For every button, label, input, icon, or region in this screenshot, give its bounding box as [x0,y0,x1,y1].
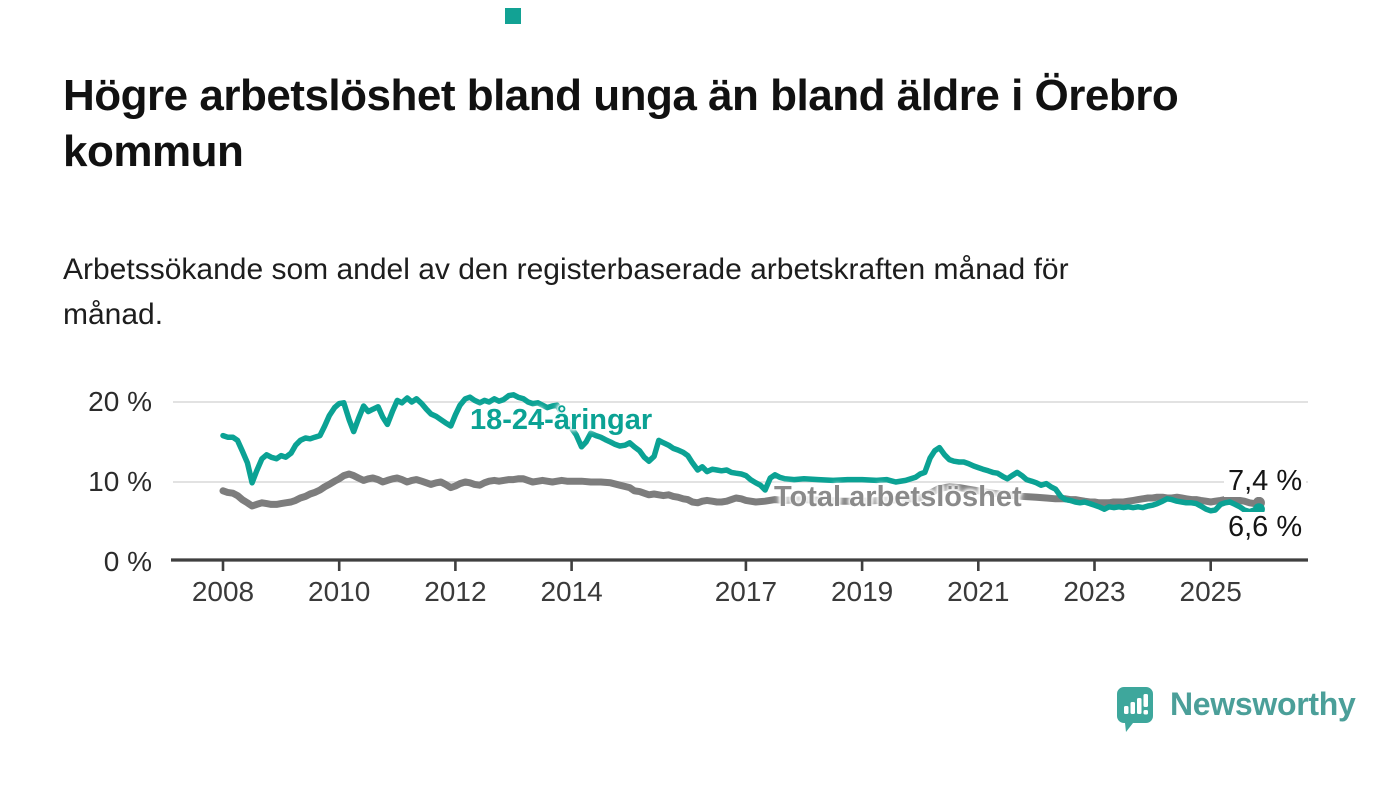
x-axis-tick-label: 2021 [947,576,1010,607]
x-axis-tick-label: 2014 [540,576,603,607]
newsworthy-wordmark: Newsworthy [1170,686,1356,722]
x-axis-tick-label: 2017 [714,576,778,607]
newsworthy-logo: Newsworthy [1116,686,1356,732]
x-axis-tick-label: 2010 [308,576,371,607]
y-axis-tick-label: 10 % [88,466,152,497]
newsworthy-icon [1117,687,1153,732]
y-axis-tick-label: 20 % [88,386,152,417]
end-value-label-total: 7,4 % [1224,466,1307,497]
chart-title: Högre arbetslöshet bland unga än bland ä… [63,71,1179,177]
chart-subtitle: Arbetssökande som andel av den registerb… [63,253,1069,331]
x-axis-tick-label: 2012 [424,576,487,607]
series-label-youth: 18-24-åringar [470,404,653,436]
x-axis-tick-label: 2023 [1063,576,1126,607]
x-axis-tick-label: 2008 [191,576,255,607]
end-value-label-youth: 6,6 % [1224,512,1307,543]
series-label-total: Total arbetslöshet [774,481,1022,513]
x-axis-tick-label: 2019 [830,576,894,607]
category-color-tag [505,8,521,24]
y-axis-tick-label: 0 % [103,546,152,577]
x-axis-tick-label: 2025 [1179,576,1242,607]
